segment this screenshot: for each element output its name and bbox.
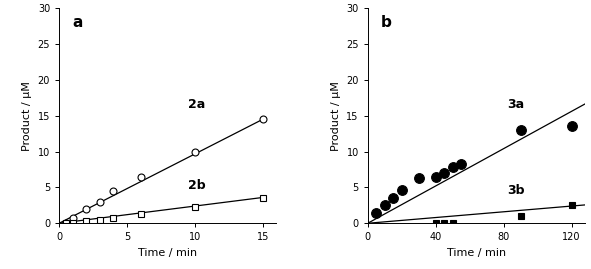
- X-axis label: Time / min: Time / min: [447, 248, 506, 258]
- Text: b: b: [381, 15, 392, 30]
- Text: 2b: 2b: [188, 179, 206, 192]
- Text: a: a: [72, 15, 83, 30]
- Y-axis label: Product / μM: Product / μM: [22, 81, 32, 151]
- Text: 3b: 3b: [507, 185, 524, 197]
- Text: 3a: 3a: [507, 98, 524, 111]
- X-axis label: Time / min: Time / min: [138, 248, 197, 258]
- Text: 2a: 2a: [188, 98, 206, 111]
- Y-axis label: Product / μM: Product / μM: [330, 81, 340, 151]
